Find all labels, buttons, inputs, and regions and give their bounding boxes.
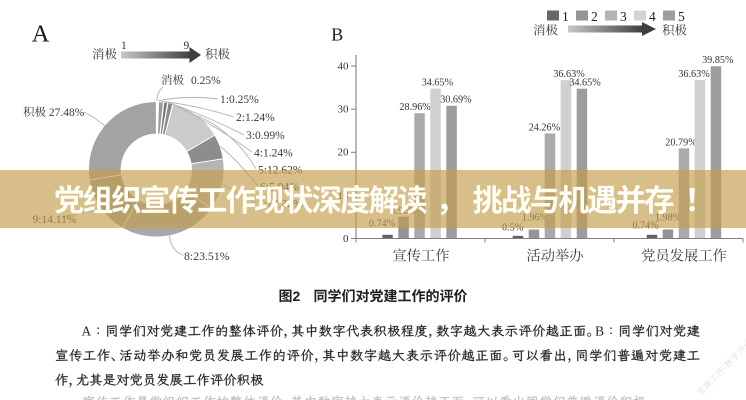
svg-text:34.65%: 34.65% <box>569 78 601 89</box>
svg-text:1: 1 <box>121 40 127 52</box>
svg-text:B: B <box>595 324 604 339</box>
svg-text:0: 0 <box>343 233 349 245</box>
svg-text:2:1.24%: 2:1.24% <box>236 112 275 124</box>
svg-text:27.48%: 27.48% <box>46 107 85 119</box>
svg-text:20: 20 <box>338 147 350 159</box>
svg-text:28.96%: 28.96% <box>399 102 431 113</box>
svg-text:1: 1 <box>562 9 569 24</box>
svg-text:3:0.99%: 3:0.99% <box>246 130 285 142</box>
svg-text:36.63%: 36.63% <box>678 69 710 80</box>
svg-text:24.26%: 24.26% <box>529 122 561 133</box>
svg-text:4:1.24%: 4:1.24% <box>254 148 293 160</box>
svg-text:A: A <box>32 21 50 48</box>
svg-text:0.25%: 0.25% <box>191 75 221 87</box>
svg-text:2: 2 <box>293 288 301 304</box>
svg-text:40: 40 <box>338 61 350 73</box>
svg-text:8:23.51%: 8:23.51% <box>184 249 230 263</box>
svg-text:A: A <box>82 324 92 339</box>
svg-text:4: 4 <box>649 9 656 24</box>
svg-text:2: 2 <box>591 9 598 24</box>
svg-text:20.79%: 20.79% <box>665 137 697 148</box>
svg-text:9: 9 <box>184 40 190 52</box>
svg-text:5: 5 <box>678 9 685 24</box>
svg-text:1:0.25%: 1:0.25% <box>220 94 259 106</box>
svg-text:34.65%: 34.65% <box>422 78 454 89</box>
svg-text:39.85%: 39.85% <box>702 55 734 66</box>
svg-text:3: 3 <box>620 9 627 24</box>
svg-text:-: - <box>720 363 729 372</box>
svg-text:36.63%: 36.63% <box>553 69 585 80</box>
svg-text:B: B <box>331 25 343 45</box>
svg-text:30: 30 <box>338 104 350 116</box>
svg-text:30.69%: 30.69% <box>440 95 472 106</box>
